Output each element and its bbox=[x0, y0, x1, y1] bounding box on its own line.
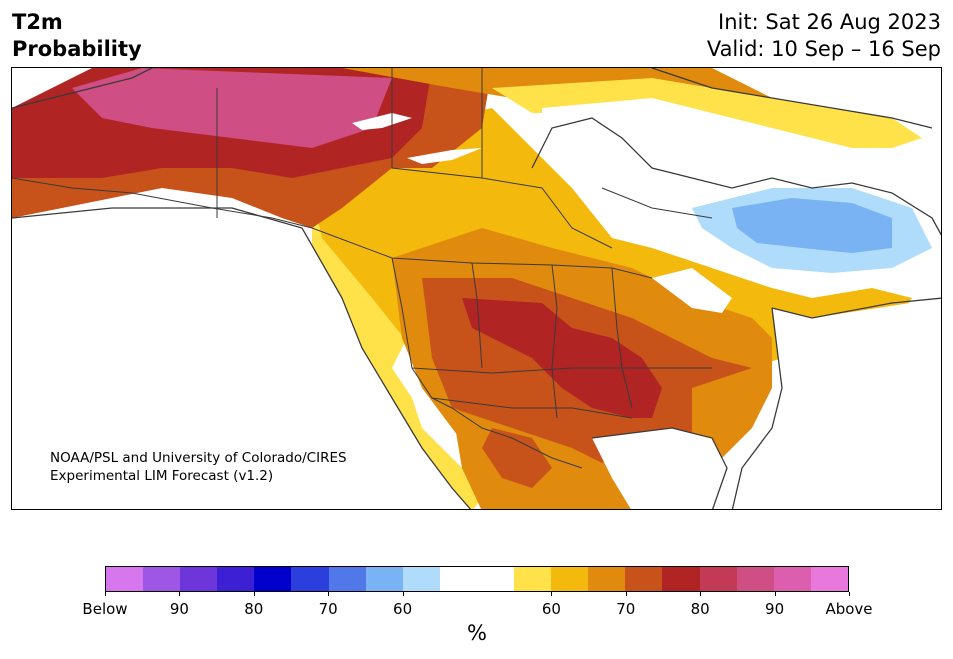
colorbar-segment bbox=[514, 567, 552, 591]
colorbar-segment bbox=[402, 567, 440, 591]
credit-line-2: Experimental LIM Forecast (v1.2) bbox=[50, 468, 274, 484]
colorbar-tick-label: Above bbox=[825, 600, 873, 618]
colorbar-tick-mark bbox=[179, 592, 181, 596]
coastlines bbox=[12, 68, 941, 509]
region-red-central bbox=[462, 298, 662, 418]
colorbar-tick-label: 80 bbox=[690, 600, 710, 618]
colorbar-segment bbox=[773, 567, 811, 591]
colorbar-segment bbox=[662, 567, 700, 591]
colorbar-tick-label: 90 bbox=[169, 600, 189, 618]
ocean-pacific bbox=[12, 208, 471, 509]
colorbar-segment bbox=[439, 567, 477, 591]
title-variable: T2m bbox=[12, 10, 63, 34]
colorbar-segment bbox=[476, 567, 515, 591]
colorbar-tick-label: 60 bbox=[393, 600, 413, 618]
colorbar bbox=[105, 566, 849, 592]
map-credit: NOAA/PSL and University of Colorado/CIRE… bbox=[50, 449, 347, 485]
colorbar-tick-mark bbox=[402, 592, 404, 596]
colorbar-tick-mark bbox=[849, 592, 850, 596]
colorbar-segment bbox=[625, 567, 663, 591]
colorbar-tick-mark bbox=[328, 592, 330, 596]
colorbar-segment bbox=[217, 567, 255, 591]
colorbar-tick-label: 70 bbox=[318, 600, 338, 618]
valid-date: Valid: 10 Sep – 16 Sep bbox=[706, 37, 941, 61]
map-panel: NOAA/PSL and University of Colorado/CIRE… bbox=[11, 67, 942, 510]
colorbar-segment bbox=[365, 567, 403, 591]
colorbar-segment bbox=[699, 567, 737, 591]
region-pink-alaska bbox=[72, 68, 392, 148]
colorbar-segment bbox=[551, 567, 589, 591]
colorbar-tick-mark bbox=[551, 592, 553, 596]
colorbar-tick-mark bbox=[700, 592, 702, 596]
colorbar-tick-label: 70 bbox=[616, 600, 636, 618]
colorbar-segment bbox=[106, 567, 144, 591]
forecast-dates: Init: Sat 26 Aug 2023 Valid: 10 Sep – 16… bbox=[707, 9, 941, 63]
region-mexico-red bbox=[482, 428, 552, 488]
init-date: Init: Sat 26 Aug 2023 bbox=[718, 10, 941, 34]
colorbar-segment bbox=[736, 567, 774, 591]
lake-great-bear bbox=[352, 113, 412, 130]
colorbar-tick-mark bbox=[774, 592, 776, 596]
colorbar-tick-label: Below bbox=[82, 600, 128, 618]
colorbar-segment bbox=[328, 567, 366, 591]
colorbar-segment bbox=[810, 567, 848, 591]
region-arctic-orange bbox=[342, 68, 862, 148]
colorbar-tick-label: 80 bbox=[244, 600, 264, 618]
colorbar-segment bbox=[254, 567, 292, 591]
colorbar-segment bbox=[180, 567, 218, 591]
colorbar-tick-label: 90 bbox=[765, 600, 785, 618]
colorbar-tick-mark bbox=[625, 592, 627, 596]
title-type: Probability bbox=[12, 37, 142, 61]
north-america-map bbox=[12, 68, 941, 509]
colorbar-tick-label: 60 bbox=[541, 600, 561, 618]
great-lakes bbox=[652, 268, 732, 313]
colorbar-segment bbox=[291, 567, 329, 591]
colorbar-segment bbox=[143, 567, 181, 591]
colorbar-segment bbox=[588, 567, 626, 591]
chart-title: T2m Probability bbox=[12, 9, 142, 63]
political-borders bbox=[12, 68, 713, 469]
region-blue-quebec bbox=[732, 198, 892, 253]
gulf-of-mexico bbox=[592, 428, 727, 509]
lake-great-slave bbox=[407, 148, 482, 164]
colorbar-unit: % bbox=[467, 621, 487, 645]
credit-line-1: NOAA/PSL and University of Colorado/CIRE… bbox=[50, 450, 347, 466]
ocean-atlantic bbox=[732, 298, 941, 509]
colorbar-tick-mark bbox=[105, 592, 106, 596]
colorbar-tick-mark bbox=[253, 592, 255, 596]
